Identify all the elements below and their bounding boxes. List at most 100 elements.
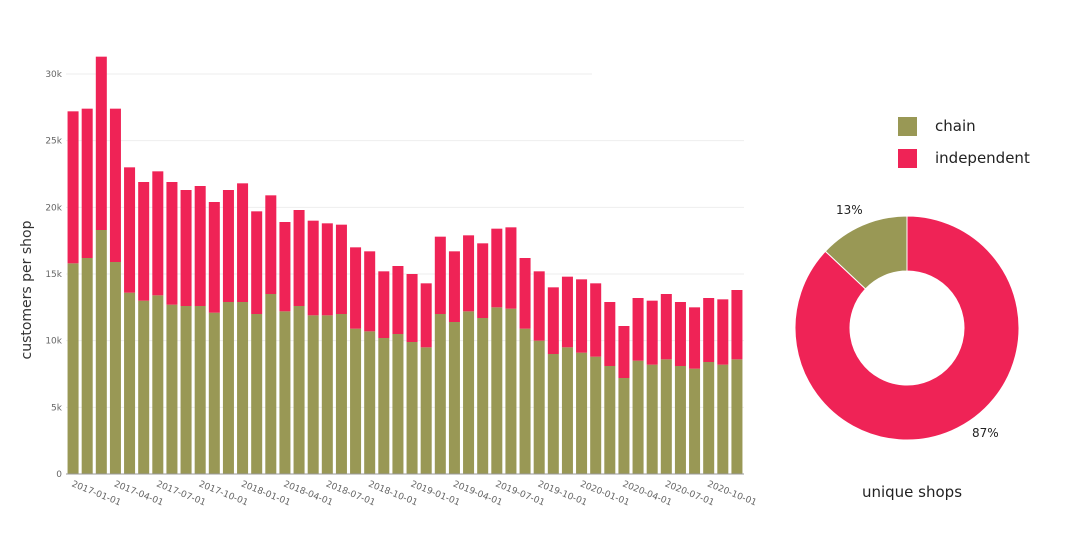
bar-independent[interactable] xyxy=(434,236,446,314)
bar-chain[interactable] xyxy=(364,331,376,474)
bar-chain[interactable] xyxy=(660,359,672,474)
bar-independent[interactable] xyxy=(618,326,630,378)
bar-independent[interactable] xyxy=(95,56,107,230)
bar-independent[interactable] xyxy=(335,224,347,314)
bar-chain[interactable] xyxy=(674,366,686,474)
bar-independent[interactable] xyxy=(67,111,79,264)
bar-independent[interactable] xyxy=(674,302,686,366)
bar-independent[interactable] xyxy=(152,171,164,296)
bar-chain[interactable] xyxy=(279,311,291,474)
bar-independent[interactable] xyxy=(448,251,460,322)
legend-item-chain[interactable]: chain xyxy=(898,110,1030,142)
bar-independent[interactable] xyxy=(660,294,672,360)
bar-independent[interactable] xyxy=(321,223,333,316)
bar-chain[interactable] xyxy=(307,315,319,474)
bar-independent[interactable] xyxy=(576,279,588,353)
bar-chain[interactable] xyxy=(251,314,263,474)
bar-chain[interactable] xyxy=(237,302,249,474)
bar-chain[interactable] xyxy=(717,364,729,474)
bar-chain[interactable] xyxy=(350,328,362,474)
bar-independent[interactable] xyxy=(590,283,602,357)
bar-independent[interactable] xyxy=(689,307,701,369)
bar-chain[interactable] xyxy=(67,263,79,474)
bar-independent[interactable] xyxy=(265,195,277,294)
bar-chain[interactable] xyxy=(152,295,164,474)
bar-chain[interactable] xyxy=(576,352,588,474)
bar-independent[interactable] xyxy=(519,258,531,329)
bar-chain[interactable] xyxy=(547,354,559,474)
bar-chain[interactable] xyxy=(533,340,545,474)
bar-chain[interactable] xyxy=(477,318,489,474)
bar-chain[interactable] xyxy=(505,308,517,474)
bar-chain[interactable] xyxy=(406,342,418,474)
bar-independent[interactable] xyxy=(364,251,376,332)
bar-chain[interactable] xyxy=(646,364,658,474)
bar-independent[interactable] xyxy=(463,235,475,312)
bar-chain[interactable] xyxy=(590,356,602,474)
bar-independent[interactable] xyxy=(604,302,616,366)
bar-chain[interactable] xyxy=(604,366,616,474)
bar-independent[interactable] xyxy=(632,298,644,361)
bar-independent[interactable] xyxy=(222,190,234,302)
bar-independent[interactable] xyxy=(166,182,178,305)
bar-chain[interactable] xyxy=(265,294,277,474)
bar-independent[interactable] xyxy=(491,228,503,308)
bar-independent[interactable] xyxy=(392,266,404,334)
bar-chain[interactable] xyxy=(208,312,220,474)
bar-chain[interactable] xyxy=(463,311,475,474)
legend-swatch-chain xyxy=(898,116,917,136)
bar-independent[interactable] xyxy=(293,210,305,306)
bar-chain[interactable] xyxy=(166,304,178,474)
bar-independent[interactable] xyxy=(731,290,743,360)
bar-independent[interactable] xyxy=(138,182,150,301)
bar-chain[interactable] xyxy=(222,302,234,474)
bar-chain[interactable] xyxy=(293,306,305,474)
bar-chain[interactable] xyxy=(81,258,93,474)
bar-chain[interactable] xyxy=(434,314,446,474)
bar-chain[interactable] xyxy=(109,262,121,474)
bar-independent[interactable] xyxy=(505,227,517,309)
bar-chain[interactable] xyxy=(420,347,432,474)
bar-chain[interactable] xyxy=(491,307,503,474)
bar-independent[interactable] xyxy=(646,300,658,365)
bar-independent[interactable] xyxy=(406,274,418,342)
legend-item-independent[interactable]: independent xyxy=(898,142,1030,174)
bar-independent[interactable] xyxy=(124,167,136,293)
bar-independent[interactable] xyxy=(717,299,729,365)
bar-independent[interactable] xyxy=(307,220,319,316)
bar-independent[interactable] xyxy=(237,183,249,302)
bar-independent[interactable] xyxy=(251,211,263,314)
bar-chain[interactable] xyxy=(689,368,701,474)
bar-chain[interactable] xyxy=(392,334,404,474)
bar-chain[interactable] xyxy=(194,306,206,474)
bar-independent[interactable] xyxy=(561,276,573,348)
bar-chain[interactable] xyxy=(321,315,333,474)
donut-slice-independent[interactable] xyxy=(794,215,1020,441)
bar-independent[interactable] xyxy=(194,186,206,306)
bar-independent[interactable] xyxy=(279,222,291,312)
bar-chain[interactable] xyxy=(618,378,630,474)
bar-chain[interactable] xyxy=(378,338,390,474)
bar-independent[interactable] xyxy=(109,108,121,263)
bar-independent[interactable] xyxy=(208,202,220,313)
bar-chain[interactable] xyxy=(180,306,192,474)
bar-independent[interactable] xyxy=(378,271,390,338)
bar-chain[interactable] xyxy=(95,230,107,474)
bar-chain[interactable] xyxy=(703,362,715,474)
bar-independent[interactable] xyxy=(180,190,192,306)
bar-chain[interactable] xyxy=(448,322,460,474)
bar-independent[interactable] xyxy=(477,243,489,318)
bar-independent[interactable] xyxy=(81,108,93,259)
bar-chain[interactable] xyxy=(731,359,743,474)
bar-chain[interactable] xyxy=(519,328,531,474)
bar-chain[interactable] xyxy=(124,292,136,474)
bar-chain[interactable] xyxy=(561,347,573,474)
bar-chain[interactable] xyxy=(138,300,150,474)
bar-chain[interactable] xyxy=(632,360,644,474)
bar-independent[interactable] xyxy=(547,287,559,354)
bar-independent[interactable] xyxy=(350,247,362,329)
bar-independent[interactable] xyxy=(703,298,715,362)
bar-chain[interactable] xyxy=(335,314,347,474)
bar-independent[interactable] xyxy=(533,271,545,341)
bar-independent[interactable] xyxy=(420,283,432,348)
